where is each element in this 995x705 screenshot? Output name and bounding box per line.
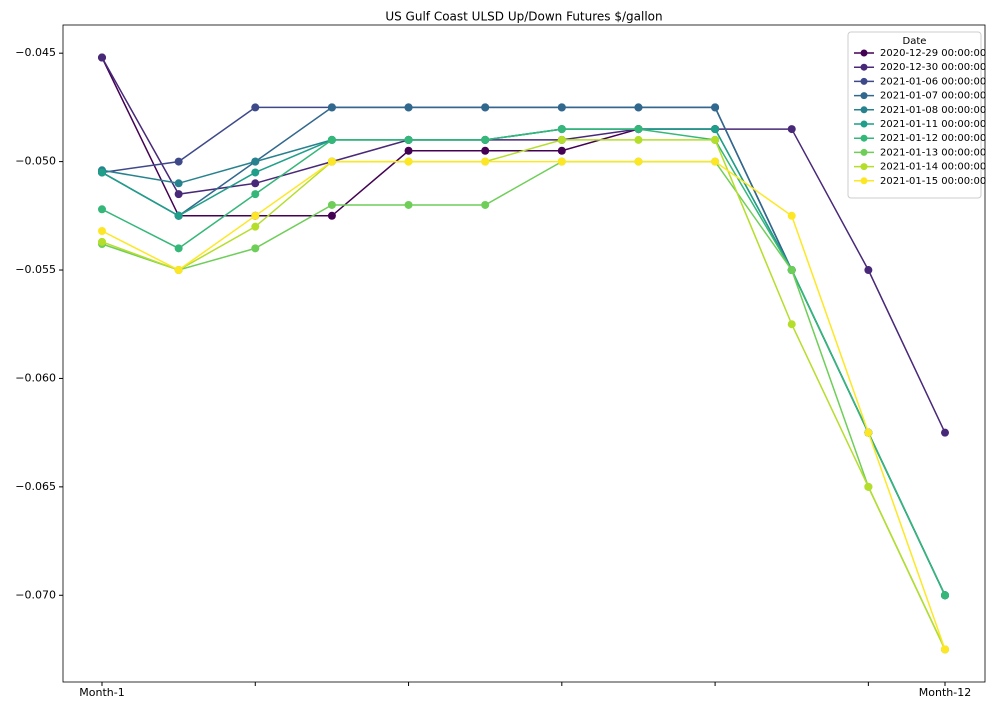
- data-point: [404, 200, 413, 209]
- legend-marker: [860, 177, 868, 185]
- y-tick-label: −0.070: [15, 588, 56, 601]
- data-point: [98, 226, 106, 235]
- data-point: [174, 266, 183, 275]
- data-point: [711, 103, 720, 112]
- series-line: [101, 160, 946, 650]
- data-point: [634, 125, 643, 134]
- data-point: [634, 103, 643, 112]
- y-tick-label: −0.050: [15, 155, 56, 168]
- series-line: [101, 57, 946, 433]
- data-point: [251, 168, 260, 177]
- data-point: [404, 135, 413, 144]
- data-point: [174, 190, 183, 199]
- data-point: [174, 179, 183, 188]
- data-point: [98, 53, 106, 62]
- series-line: [101, 139, 946, 650]
- legend-marker: [860, 134, 868, 142]
- data-point: [174, 157, 183, 166]
- data-point: [787, 211, 796, 220]
- legend-label: 2020-12-30 00:00:00: [880, 62, 986, 73]
- data-point: [864, 482, 873, 491]
- y-tick-label: −0.065: [15, 480, 56, 493]
- data-point: [327, 103, 336, 112]
- legend-label: 2021-01-07 00:00:00: [880, 91, 986, 102]
- legend-label: 2021-01-13 00:00:00: [880, 147, 986, 158]
- x-tick-label: Month-12: [919, 686, 971, 699]
- data-point: [557, 125, 566, 134]
- legend-marker: [860, 77, 868, 85]
- data-point: [941, 591, 949, 600]
- plot-frame: [62, 24, 986, 683]
- series-line: [101, 106, 946, 596]
- data-point: [711, 157, 720, 166]
- legend-label: 2021-01-06 00:00:00: [880, 76, 986, 87]
- data-point: [864, 428, 873, 437]
- legend-marker: [860, 92, 868, 100]
- data-point: [557, 157, 566, 166]
- data-point: [481, 146, 490, 155]
- legend-marker: [860, 148, 868, 156]
- chart-title: US Gulf Coast ULSD Up/Down Futures $/gal…: [385, 10, 662, 24]
- y-tick-label: −0.045: [15, 46, 56, 59]
- legend-label: 2021-01-08 00:00:00: [880, 105, 986, 116]
- data-point: [404, 146, 413, 155]
- data-point: [481, 200, 490, 209]
- series-line: [101, 128, 946, 596]
- data-point: [557, 146, 566, 155]
- legend-label: 2021-01-11 00:00:00: [880, 119, 986, 130]
- data-point: [251, 211, 260, 220]
- data-point: [711, 125, 720, 134]
- data-point: [941, 645, 949, 654]
- legend-title: Date: [903, 36, 927, 47]
- data-point: [98, 237, 106, 246]
- series-line: [101, 128, 946, 596]
- data-point: [711, 135, 720, 144]
- legend-box: [847, 31, 982, 199]
- data-point: [941, 428, 949, 437]
- data-point: [327, 200, 336, 209]
- data-point: [327, 157, 336, 166]
- legend-marker: [860, 63, 868, 71]
- data-point: [251, 103, 260, 112]
- legend-label: 2020-12-29 00:00:00: [880, 48, 986, 59]
- series-line: [101, 160, 946, 650]
- legend-label: 2021-01-12 00:00:00: [880, 133, 986, 144]
- data-point: [481, 157, 490, 166]
- data-point: [327, 135, 336, 144]
- data-point: [327, 211, 336, 220]
- data-point: [787, 266, 796, 275]
- data-point: [251, 157, 260, 166]
- data-point: [98, 205, 106, 214]
- data-point: [251, 244, 260, 253]
- data-point: [98, 168, 106, 177]
- legend-marker: [860, 120, 868, 128]
- data-point: [174, 211, 183, 220]
- data-point: [634, 157, 643, 166]
- data-point: [404, 103, 413, 112]
- data-point: [787, 125, 796, 134]
- x-tick-label: Month-1: [79, 686, 124, 699]
- data-point: [557, 103, 566, 112]
- data-point: [634, 135, 643, 144]
- data-point: [864, 266, 873, 275]
- y-tick-label: −0.060: [15, 371, 56, 384]
- legend-marker: [860, 106, 868, 114]
- legend-marker: [860, 163, 868, 171]
- data-point: [787, 320, 796, 329]
- data-point: [174, 244, 183, 253]
- data-point: [557, 135, 566, 144]
- legend-label: 2021-01-15 00:00:00: [880, 176, 986, 187]
- series-line: [101, 128, 946, 596]
- data-point: [481, 135, 490, 144]
- data-point: [251, 179, 260, 188]
- y-tick-label: −0.055: [15, 263, 56, 276]
- legend-label: 2021-01-14 00:00:00: [880, 162, 986, 173]
- data-point: [251, 222, 260, 231]
- data-point: [481, 103, 490, 112]
- data-point: [251, 190, 260, 199]
- legend-marker: [860, 49, 868, 57]
- data-point: [404, 157, 413, 166]
